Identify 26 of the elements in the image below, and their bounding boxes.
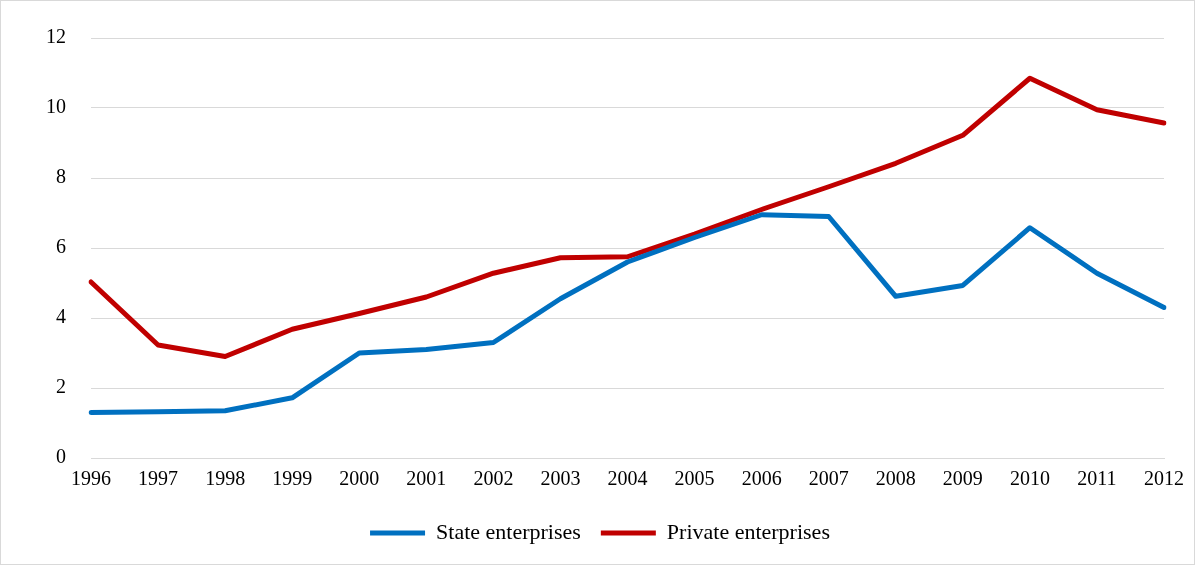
x-tick-label: 2011 <box>1077 467 1117 490</box>
x-tick-label: 1999 <box>272 467 313 490</box>
y-tick-label: 6 <box>56 235 66 258</box>
y-tick-label: 10 <box>46 95 66 118</box>
x-tick-label: 1996 <box>71 467 111 490</box>
x-tick-label: 2003 <box>540 467 581 490</box>
x-tick-label: 2010 <box>1009 467 1050 490</box>
x-tick-label: 2005 <box>674 467 715 490</box>
x-tick-label: 2000 <box>339 467 380 490</box>
legend-label: Private enterprises <box>666 518 830 544</box>
x-tick-label: 1997 <box>138 467 179 490</box>
x-tick-label: 2001 <box>406 467 447 490</box>
x-tick-label: 2008 <box>875 467 916 490</box>
y-tick-label: 8 <box>56 165 66 188</box>
y-tick-label: 12 <box>46 25 66 48</box>
x-tick-label: 2007 <box>808 467 849 490</box>
x-tick-label: 2006 <box>741 467 782 490</box>
x-tick-label: 2012 <box>1144 467 1184 490</box>
legend-label: State enterprises <box>436 518 581 544</box>
x-tick-label: 2002 <box>473 467 514 490</box>
y-tick-label: 0 <box>56 445 66 468</box>
x-tick-label: 2009 <box>942 467 983 490</box>
y-tick-label: 4 <box>56 305 66 328</box>
y-tick-label: 2 <box>56 375 66 398</box>
x-tick-label: 2004 <box>607 467 648 490</box>
x-tick-label: 1998 <box>205 467 246 490</box>
